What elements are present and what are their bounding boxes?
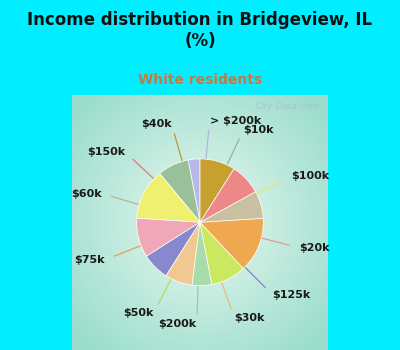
Text: $150k: $150k — [87, 147, 126, 157]
Wedge shape — [200, 222, 243, 285]
Text: $10k: $10k — [244, 125, 274, 135]
Text: > $200k: > $200k — [210, 116, 261, 126]
Text: $60k: $60k — [71, 189, 102, 199]
Text: $40k: $40k — [141, 119, 172, 129]
Wedge shape — [166, 222, 200, 285]
Text: White residents: White residents — [138, 73, 262, 87]
Wedge shape — [137, 174, 200, 222]
Wedge shape — [192, 222, 212, 286]
Text: $30k: $30k — [235, 313, 265, 323]
Text: $200k: $200k — [159, 320, 197, 329]
Text: Income distribution in Bridgeview, IL
(%): Income distribution in Bridgeview, IL (%… — [28, 11, 372, 50]
Text: $50k: $50k — [123, 308, 154, 318]
Text: $100k: $100k — [291, 171, 329, 181]
Wedge shape — [200, 218, 263, 268]
Wedge shape — [200, 159, 234, 222]
Wedge shape — [200, 169, 256, 222]
Text: $125k: $125k — [272, 289, 310, 300]
Text: City-Data.com: City-Data.com — [256, 102, 320, 111]
Wedge shape — [188, 159, 200, 222]
Wedge shape — [137, 218, 200, 256]
Wedge shape — [200, 192, 263, 222]
Wedge shape — [160, 160, 200, 222]
Text: $75k: $75k — [74, 255, 105, 265]
Text: $20k: $20k — [299, 243, 330, 253]
Wedge shape — [146, 222, 200, 276]
